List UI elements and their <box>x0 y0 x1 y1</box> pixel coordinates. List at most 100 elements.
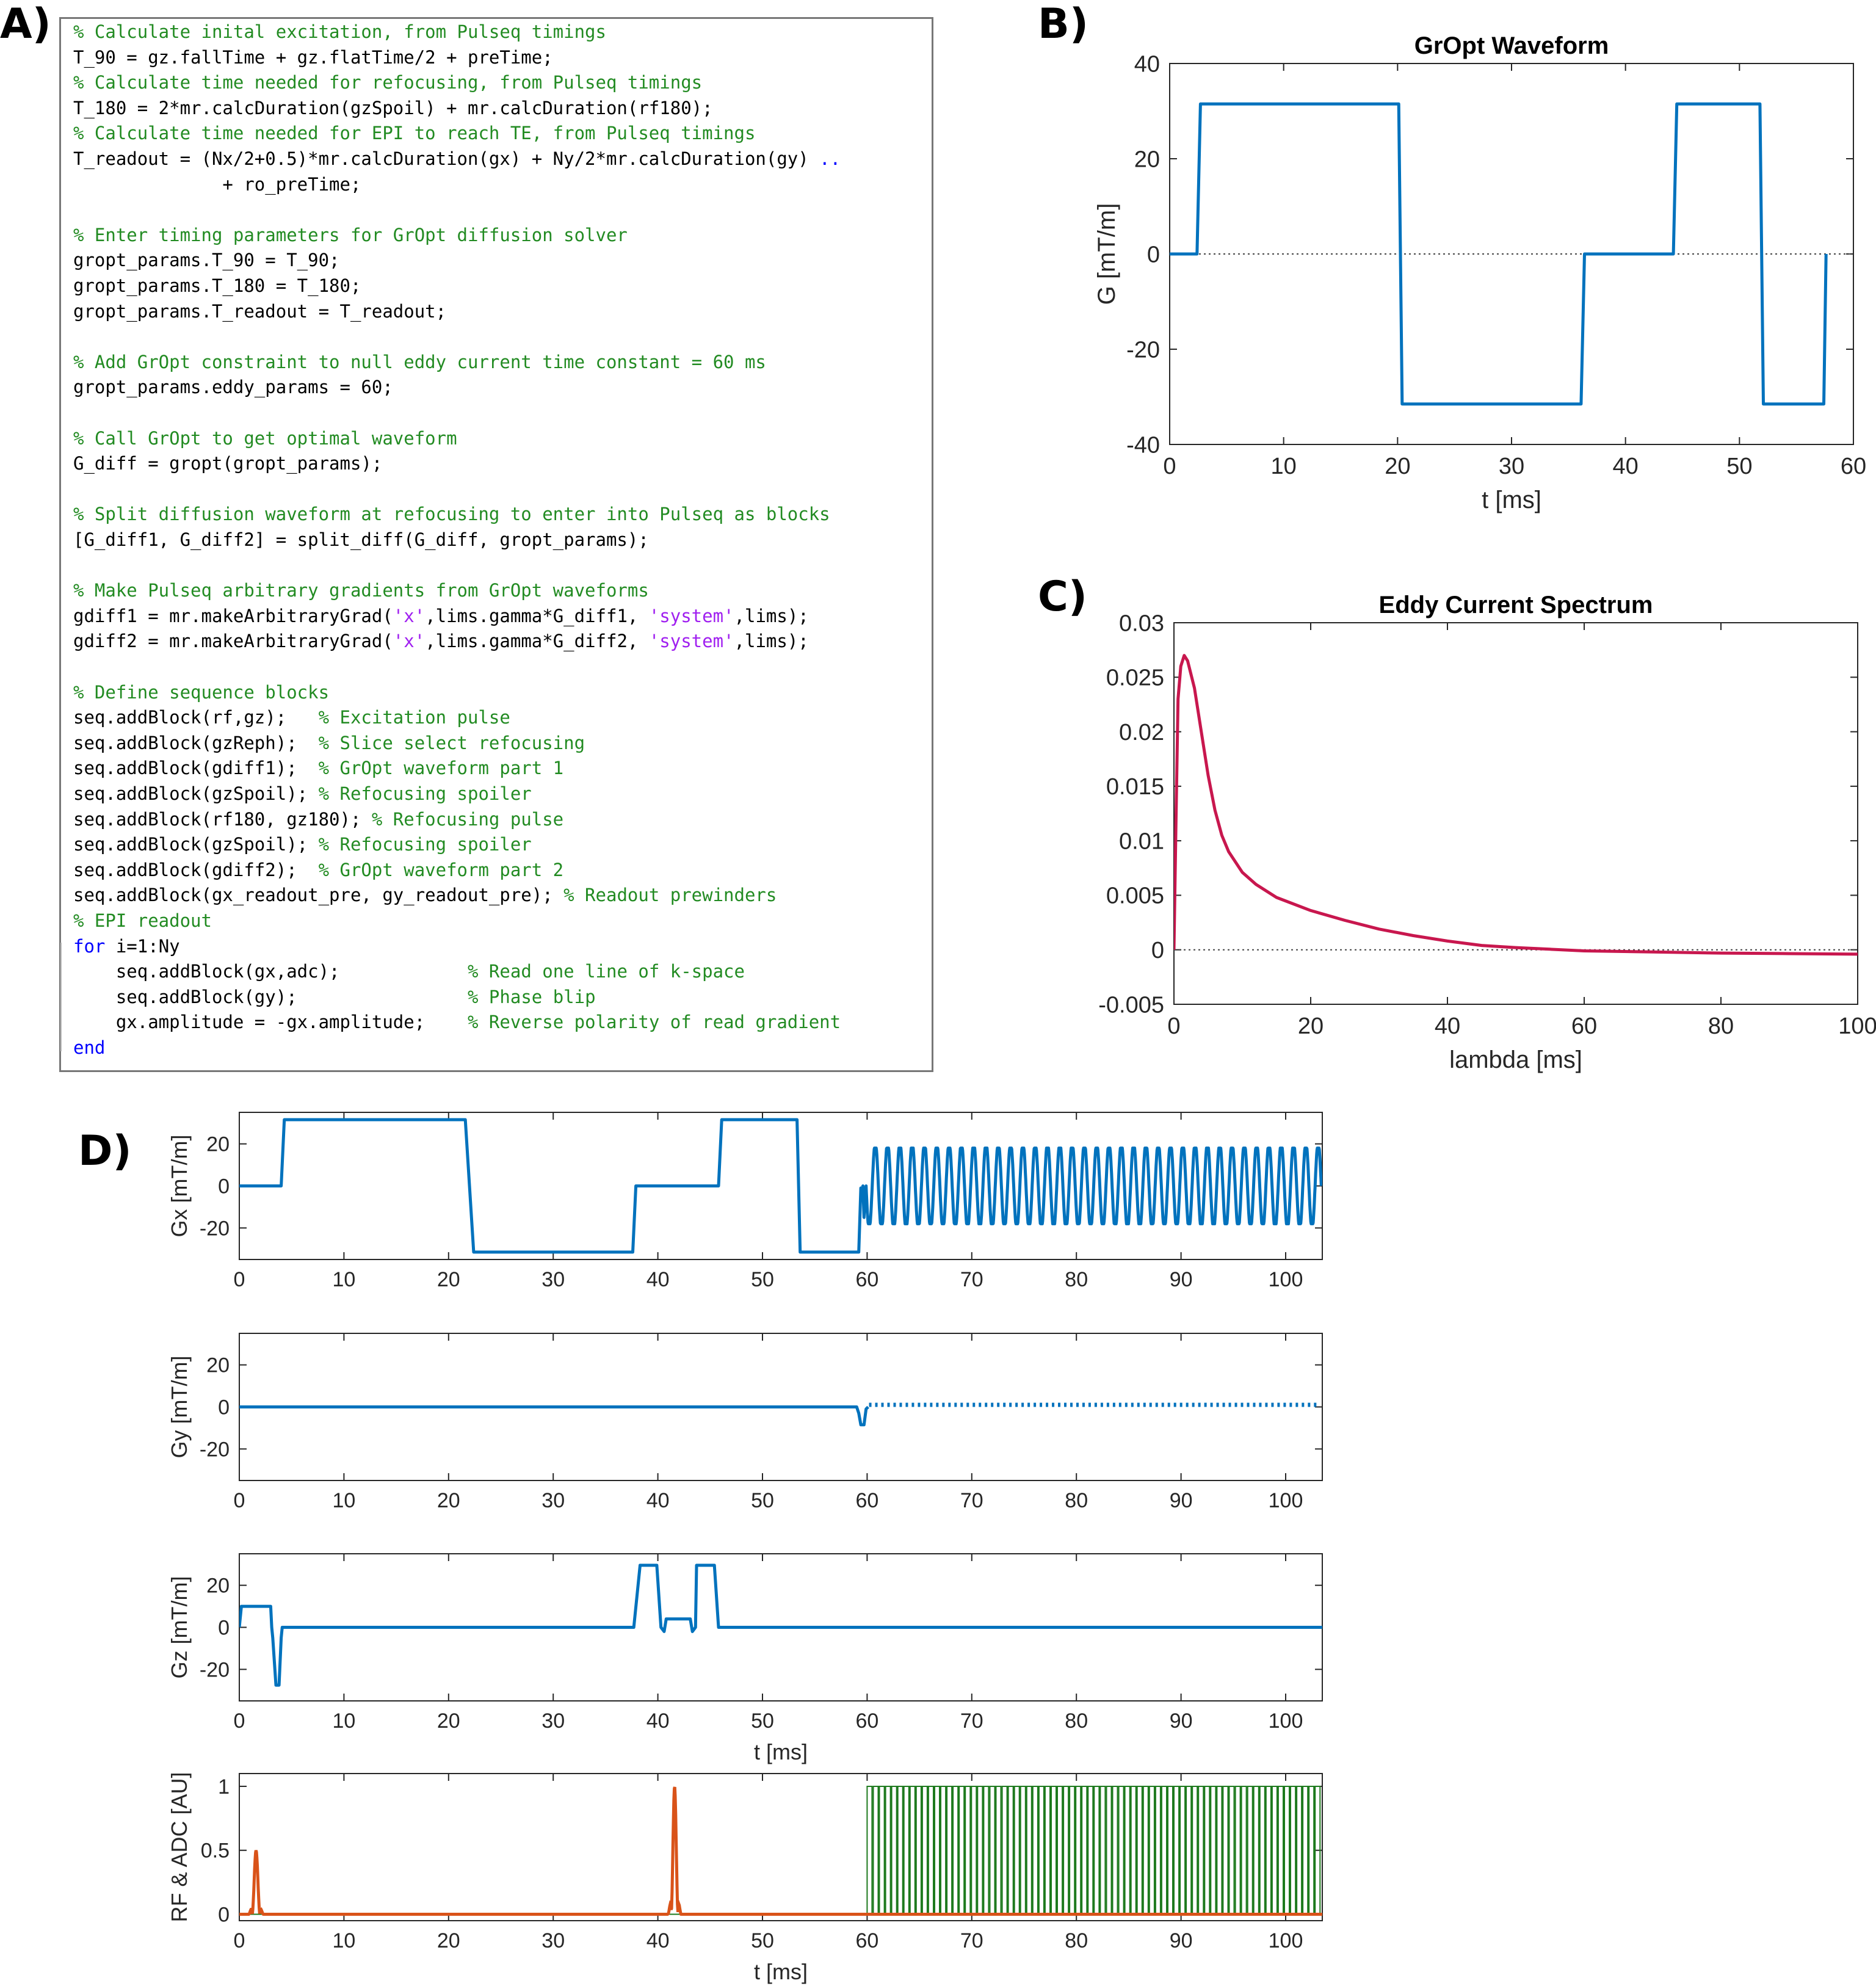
panel-label-c: C) <box>1038 573 1087 621</box>
code-token: G_diff = gropt(gropt_params); <box>73 453 383 474</box>
x-tick-label: 90 <box>1170 1709 1193 1733</box>
x-tick-label: 60 <box>855 1268 878 1291</box>
code-line: % Calculate time needed for refocusing, … <box>73 74 702 92</box>
code-line: % Make Pulseq arbitrary gradients from G… <box>73 582 649 600</box>
code-line: gropt_params.eddy_params = 60; <box>73 379 393 396</box>
x-tick-label: 70 <box>960 1709 983 1733</box>
x-axis-label: t [ms] <box>754 1959 808 1984</box>
x-tick-label: 10 <box>332 1268 355 1291</box>
code-token: gropt_params.T_90 = T_90; <box>73 250 340 271</box>
x-tick-label: 50 <box>751 1268 774 1291</box>
code-token: 'x' <box>393 605 426 626</box>
panel-label-a: A) <box>0 0 51 48</box>
code-line: end <box>73 1039 105 1057</box>
x-tick-label: 0 <box>1163 454 1176 479</box>
y-tick-label: 0.01 <box>1119 828 1164 854</box>
series-Gx <box>239 1118 1322 1254</box>
code-token: ,lims.gamma*G_diff2, <box>425 631 649 652</box>
y-tick-label: 0.5 <box>201 1839 230 1863</box>
code-token: % Calculate time needed for refocusing, … <box>73 72 703 93</box>
x-tick-label: 0 <box>234 1709 245 1733</box>
y-tick-label: 0.03 <box>1119 611 1164 636</box>
series-RF <box>239 1786 1322 1916</box>
line-Gy <box>239 1405 869 1427</box>
code-token: % GrOpt waveform part 2 <box>318 859 564 880</box>
chart-gropt: 0 10 20 30 40 50 60 -40 -20 0 20 40 GrOpt Waveform t … <box>1093 32 1866 513</box>
code-token: seq.addBlock(gdiff2); <box>73 859 319 880</box>
code-token: % Make Pulseq arbitrary gradients from G… <box>73 580 649 601</box>
code-line: seq.addBlock(gdiff2); % GrOpt waveform p… <box>73 861 563 879</box>
y-tick-label: -20 <box>200 1658 230 1681</box>
code-token: % Readout prewinders <box>563 885 777 906</box>
x-tick-label: 80 <box>1065 1268 1088 1291</box>
code-token: % Split diffusion waveform at refocusing… <box>73 504 830 525</box>
x-tick-label: 10 <box>332 1709 355 1733</box>
x-tick-label: 40 <box>646 1929 670 1952</box>
y-tick-label: 0 <box>218 1616 230 1639</box>
code-line: G_diff = gropt(gropt_params); <box>73 455 382 473</box>
code-line: seq.addBlock(gzReph); % Slice select ref… <box>73 734 585 752</box>
y-tick-label: 0 <box>218 1903 230 1926</box>
code-line: seq.addBlock(gx_readout_pre, gy_readout_… <box>73 886 777 904</box>
code-line: seq.addBlock(rf180, gz180); % Refocusing… <box>73 808 564 830</box>
x-tick-label: 60 <box>855 1709 878 1733</box>
code-token: seq.addBlock(gzSpoil); <box>73 783 319 804</box>
code-token: ,lims.gamma*G_diff1, <box>425 605 649 626</box>
code-line: gdiff2 = mr.makeArbitraryGrad('x',lims.g… <box>73 632 809 650</box>
line-Gz <box>239 1564 1322 1687</box>
chart-title: GrOpt Waveform <box>1414 32 1609 59</box>
code-line: % Calculate inital excitation, from Puls… <box>73 23 606 41</box>
x-tick-label: 20 <box>437 1709 460 1733</box>
code-token: end <box>73 1037 106 1058</box>
code-line: % Enter timing parameters for GrOpt diff… <box>73 224 628 245</box>
x-tick-label: 100 <box>1269 1929 1303 1952</box>
code-token: % Refocusing pulse <box>371 808 564 830</box>
code-token: i=1:Ny <box>105 935 180 957</box>
code-token: for <box>73 935 106 957</box>
y-tick-label: 0 <box>1151 938 1164 963</box>
code-token: gdiff1 = mr.makeArbitraryGrad( <box>73 605 393 626</box>
x-tick-label: 10 <box>332 1489 355 1512</box>
x-tick-label: 30 <box>1499 454 1524 479</box>
line-G <box>1170 102 1828 406</box>
code-line: % Define sequence blocks <box>73 683 329 701</box>
code-line: T_180 = 2*mr.calcDuration(gzSpoil) + mr.… <box>73 97 713 118</box>
code-token: seq.addBlock(gx,adc); <box>73 961 468 982</box>
x-tick-label: 0 <box>234 1489 245 1512</box>
x-tick-label: 40 <box>1435 1013 1460 1039</box>
code-fold-marker[interactable] <box>60 942 62 1051</box>
series-G <box>1170 102 1828 406</box>
x-tick-label: 30 <box>541 1709 565 1733</box>
y-axis-label: Gz [mT/m] <box>167 1576 192 1679</box>
code-token: % Enter timing parameters for GrOpt diff… <box>73 224 628 245</box>
x-tick-label: 10 <box>332 1929 355 1952</box>
code-token: gx.amplitude = -gx.amplitude; <box>73 1012 468 1033</box>
x-tick-label: 90 <box>1170 1929 1193 1952</box>
code-token: seq.addBlock(gx_readout_pre, gy_readout_… <box>73 885 564 906</box>
chart-rf: 0 10 20 30 40 50 60 70 80 90 100 0 0.5 1 t [ms] RF & AD… <box>167 1772 1323 1984</box>
code-token: % EPI readout <box>73 910 212 931</box>
x-tick-label: 80 <box>1065 1709 1088 1733</box>
code-token: gropt_params.eddy_params = 60; <box>73 377 393 398</box>
code-token: seq.addBlock(rf180, gz180); <box>73 808 372 830</box>
y-axis-label: Gx [mT/m] <box>167 1135 192 1238</box>
x-tick-label: 100 <box>1269 1709 1303 1733</box>
code-token: 'system' <box>648 631 734 652</box>
x-tick-label: 50 <box>751 1929 774 1952</box>
x-axis-label: lambda [ms] <box>1449 1046 1582 1073</box>
x-tick-label: 20 <box>437 1929 460 1952</box>
plot-frame <box>1173 622 1858 1005</box>
y-tick-label: -20 <box>200 1438 230 1461</box>
code-line: + ro_preTime; <box>73 175 361 194</box>
x-tick-label: 50 <box>751 1709 774 1733</box>
code-token: .. <box>819 148 841 169</box>
code-token: T_180 = 2*mr.calcDuration(gzSpoil) + mr.… <box>73 97 713 118</box>
series-Gy <box>239 1402 1317 1427</box>
x-tick-label: 30 <box>541 1268 565 1291</box>
x-tick-label: 60 <box>1841 454 1866 479</box>
code-line: seq.addBlock(gdiff1); % GrOpt waveform p… <box>73 759 563 777</box>
y-axis-label: G [mT/m] <box>1093 203 1120 305</box>
panel-label-d: D) <box>78 1127 132 1175</box>
rf-trace <box>239 1786 1322 1916</box>
code-line: T_90 = gz.fallTime + gz.flatTime/2 + pre… <box>73 48 553 67</box>
